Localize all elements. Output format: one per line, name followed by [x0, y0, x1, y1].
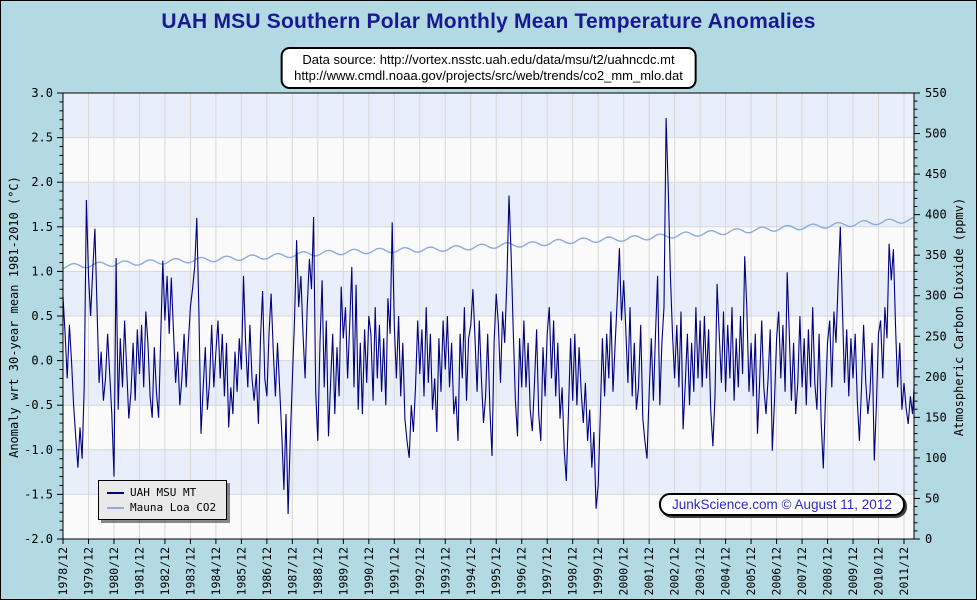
attribution-box: JunkScience.com © August 11, 2012 [659, 493, 905, 516]
x-tick-label: 2010/12 [872, 547, 886, 595]
x-tick-label: 1996/12 [515, 547, 529, 595]
x-tick-label: 2005/12 [744, 547, 758, 595]
left-tick-label: 1.5 [31, 220, 53, 234]
data-source-box: Data source: http://vortex.nsstc.uah.edu… [280, 47, 697, 89]
x-tick-label: 1999/12 [591, 547, 605, 595]
x-tick-label: 1988/12 [311, 547, 325, 595]
x-tick-label: 1990/12 [362, 547, 376, 595]
right-axis-title: Atmospheric Carbon Dioxide (ppmv) [952, 197, 966, 437]
right-tick-label: 250 [925, 329, 947, 343]
x-tick-label: 2007/12 [795, 547, 809, 595]
x-tick-label: 1978/12 [56, 547, 70, 595]
x-tick-label: 1994/12 [464, 547, 478, 595]
legend-item-uah: UAH MSU MT [107, 485, 216, 500]
left-tick-label: -1.5 [24, 487, 53, 501]
right-tick-label: 500 [925, 127, 947, 141]
co2-line [63, 216, 914, 270]
plot-band [63, 226, 914, 272]
x-tick-label: 1981/12 [132, 547, 146, 595]
legend-item-co2: Mauna Loa CO2 [107, 500, 216, 515]
x-tick-label: 1992/12 [413, 547, 427, 595]
left-tick-label: 0.0 [31, 354, 53, 368]
plot-band [63, 137, 914, 183]
plot-band [63, 182, 914, 227]
x-tick-label: 2008/12 [821, 547, 835, 595]
x-tick-label: 1983/12 [183, 547, 197, 595]
left-tick-label: 2.5 [31, 131, 53, 145]
right-tick-label: 50 [925, 491, 939, 505]
legend: UAH MSU MT Mauna Loa CO2 [98, 480, 228, 520]
left-tick-label: 0.5 [31, 309, 53, 323]
right-tick-label: 450 [925, 167, 947, 181]
right-tick-label: 200 [925, 370, 947, 384]
x-tick-label: 1991/12 [387, 547, 401, 595]
left-tick-label: 3.0 [31, 86, 53, 100]
data-source-line-1: Data source: http://vortex.nsstc.uah.edu… [302, 52, 675, 67]
attribution-text: JunkScience.com © August 11, 2012 [672, 497, 892, 512]
co2-line-swatch-icon [107, 506, 124, 509]
right-tick-label: 100 [925, 451, 947, 465]
left-axis-title: Anomaly wrt 30-year mean 1981-2010 (°C) [7, 176, 21, 458]
right-tick-label: 400 [925, 208, 947, 222]
x-tick-label: 1979/12 [81, 547, 95, 595]
x-tick-label: 1997/12 [540, 547, 554, 595]
plot-band [63, 93, 914, 138]
left-tick-label: 1.0 [31, 264, 53, 278]
legend-label-co2: Mauna Loa CO2 [130, 501, 217, 514]
x-tick-label: 2011/12 [897, 547, 911, 595]
x-tick-label: 1993/12 [438, 547, 452, 595]
x-tick-label: 1995/12 [489, 547, 503, 595]
temperature-line [63, 117, 914, 515]
x-tick-label: 1984/12 [209, 547, 223, 595]
x-tick-label: 2006/12 [770, 547, 784, 595]
right-tick-label: 350 [925, 248, 947, 262]
uah-line-swatch-icon [107, 491, 124, 494]
x-tick-label: 2004/12 [719, 547, 733, 595]
x-tick-label: 2009/12 [846, 547, 860, 595]
x-tick-label: 1985/12 [234, 547, 248, 595]
left-tick-label: -0.5 [24, 398, 53, 412]
x-tick-label: 1998/12 [566, 547, 580, 595]
data-source-line-2: http://www.cmdl.noaa.gov/projects/src/we… [294, 68, 683, 83]
right-tick-label: 0 [925, 532, 932, 546]
left-tick-label: -1.0 [24, 443, 53, 457]
legend-label-uah: UAH MSU MT [130, 486, 197, 499]
x-tick-label: 2002/12 [668, 547, 682, 595]
x-tick-label: 1987/12 [285, 547, 299, 595]
plot-band [63, 271, 914, 316]
x-tick-label: 1980/12 [107, 547, 121, 595]
x-tick-label: 2003/12 [693, 547, 707, 595]
right-tick-label: 300 [925, 289, 947, 303]
page-title: UAH MSU Southern Polar Monthly Mean Temp… [161, 10, 816, 33]
left-tick-label: -2.0 [24, 532, 53, 546]
right-tick-label: 150 [925, 410, 947, 424]
x-tick-label: 2001/12 [642, 547, 656, 595]
x-tick-label: 1989/12 [336, 547, 350, 595]
x-tick-label: 1982/12 [158, 547, 172, 595]
left-tick-label: 2.0 [31, 175, 53, 189]
x-tick-label: 2000/12 [617, 547, 631, 595]
x-tick-label: 1986/12 [260, 547, 274, 595]
right-tick-label: 550 [925, 86, 947, 100]
